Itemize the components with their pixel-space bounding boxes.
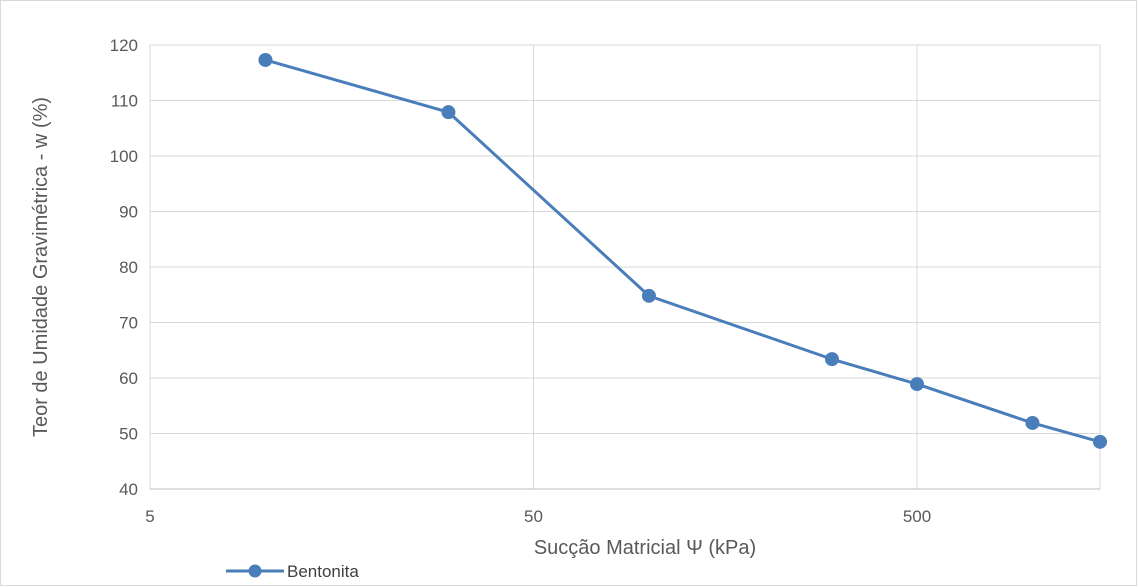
- data-point[interactable]: [641, 288, 656, 303]
- y-axis-title: Teor de Umidade Gravimétrica - w (%): [30, 97, 52, 437]
- data-point[interactable]: [441, 105, 456, 120]
- x-tick-label: 50: [524, 507, 543, 526]
- data-point[interactable]: [258, 52, 273, 67]
- data-point[interactable]: [910, 377, 925, 392]
- series-layer: [258, 52, 1107, 449]
- y-tick-label: 90: [119, 203, 138, 222]
- x-tick-label: 500: [903, 507, 931, 526]
- y-tick-label: 70: [119, 314, 138, 333]
- x-axis-title: Sucção Matricial Ψ (kPa): [534, 537, 756, 559]
- grid: [149, 44, 1101, 489]
- data-point[interactable]: [824, 352, 839, 367]
- y-tick-label: 80: [119, 258, 138, 277]
- legend-marker-bentonita: [248, 564, 262, 578]
- y-tick-label: 50: [119, 425, 138, 444]
- y-tick-label: 100: [110, 147, 138, 166]
- tick-labels: 40 50 60 70 80 90 100 110 120 5 50 500: [110, 36, 932, 526]
- series-line-bentonita: [265, 58, 1101, 444]
- x-tick-label: 5: [145, 507, 154, 526]
- data-point[interactable]: [1093, 434, 1107, 449]
- y-tick-label: 110: [111, 92, 138, 111]
- y-tick-label: 40: [119, 480, 138, 499]
- y-tick-label: 120: [110, 36, 138, 55]
- legend[interactable]: Bentonita: [226, 562, 359, 581]
- data-point[interactable]: [1025, 415, 1040, 430]
- legend-label-bentonita: Bentonita: [287, 562, 359, 581]
- y-tick-label: 60: [119, 369, 138, 388]
